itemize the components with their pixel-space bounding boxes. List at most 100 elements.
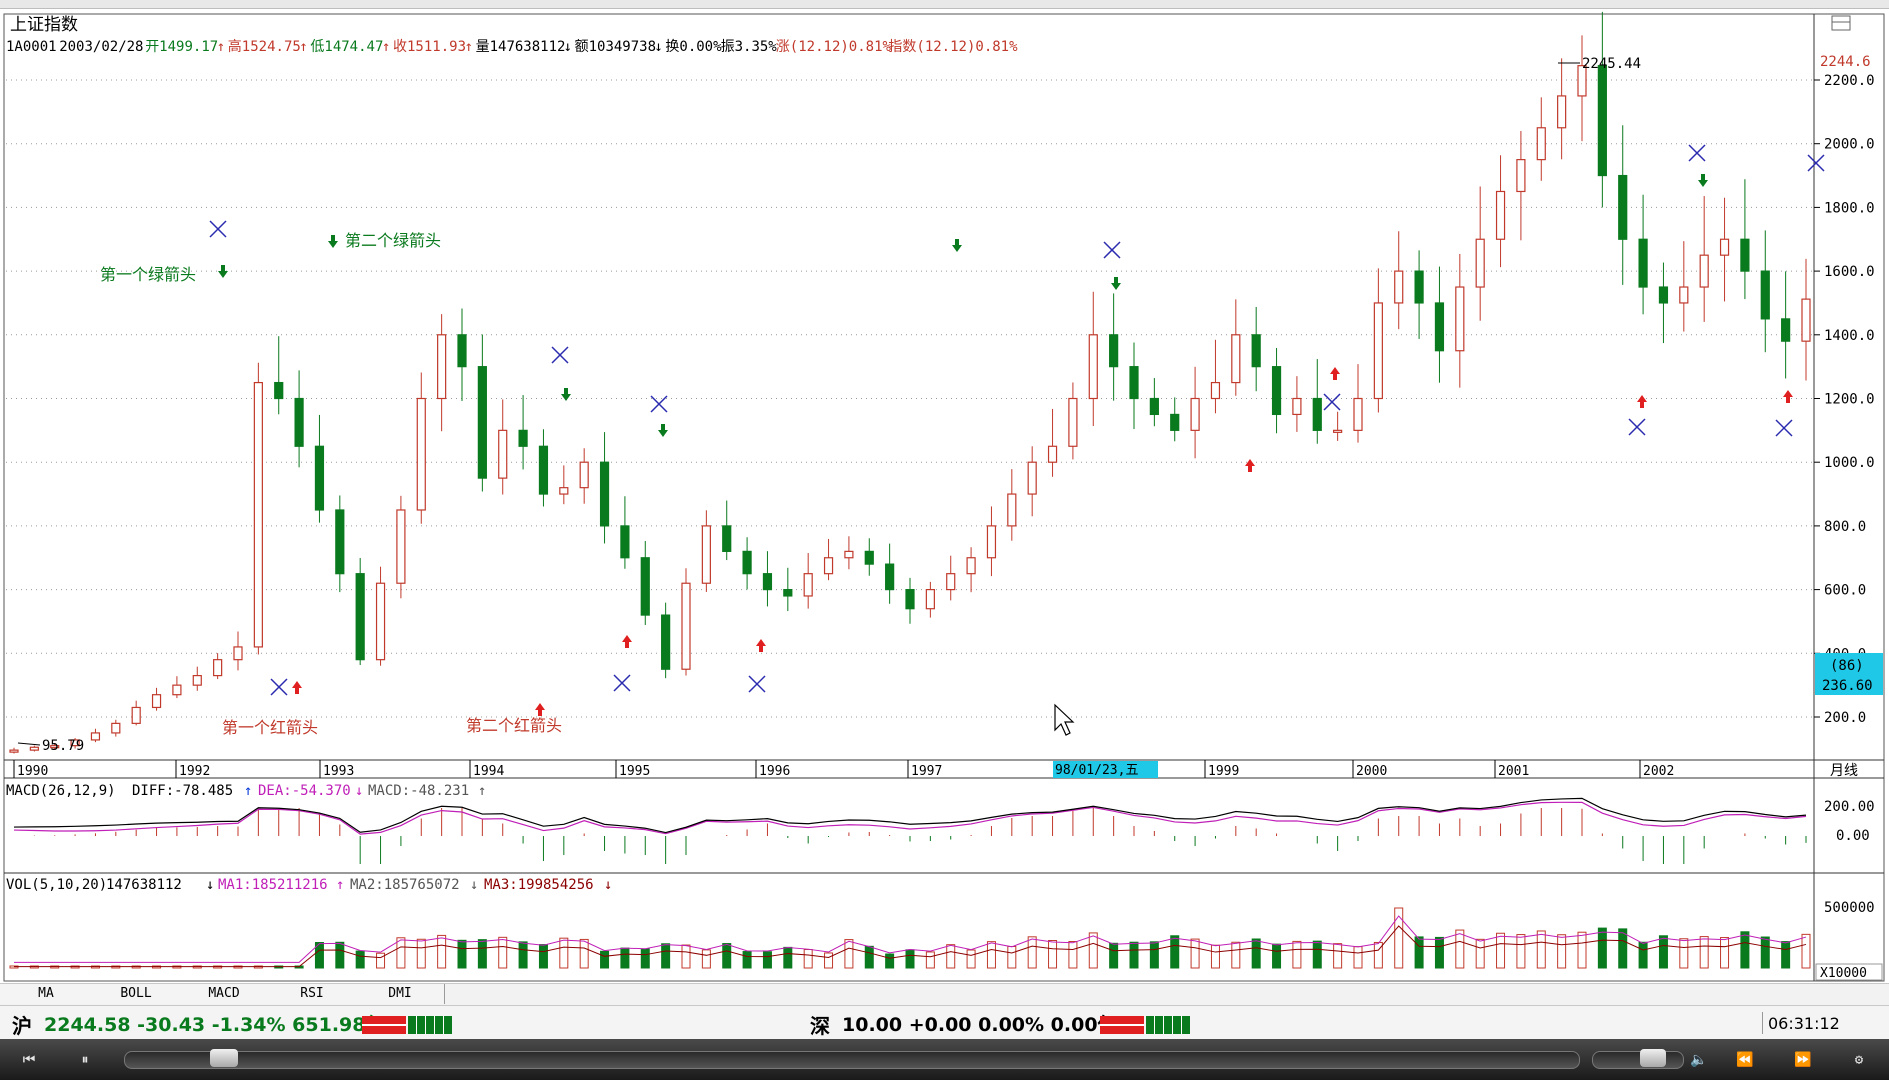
kline-chart[interactable]: 上证指数 1A0001 2003/02/28 开1499.17↑ 高1524.75↑ 低… bbox=[0, 8, 1889, 983]
market-status-bar: 沪 2244.58 -30.43 -1.34% 651.98亿 深 10.00 … bbox=[0, 1005, 1889, 1040]
vol-bar-75 bbox=[1536, 930, 1546, 969]
macd-plot bbox=[13, 797, 1807, 864]
info-item-16: 涨(12.12)0.81% bbox=[776, 39, 892, 55]
candle-body-79 bbox=[1618, 174, 1628, 240]
seek-track[interactable] bbox=[124, 1051, 1580, 1069]
cursor-price-badge bbox=[1815, 653, 1883, 695]
vol-bar-66 bbox=[1353, 946, 1363, 969]
candle-body-70 bbox=[1434, 302, 1445, 352]
vol-bar-71 bbox=[1455, 929, 1465, 969]
candle-body-69 bbox=[1414, 270, 1424, 304]
vol-bar-19 bbox=[396, 937, 406, 969]
rewind-icon[interactable]: ⏪ bbox=[1736, 1052, 1754, 1068]
candle-body-58 bbox=[1190, 397, 1200, 431]
cursor-date-badge bbox=[1053, 761, 1158, 778]
info-item-0: 1A0001 bbox=[6, 39, 57, 55]
tab-boll[interactable]: BOLL bbox=[92, 984, 181, 1004]
tab-macd[interactable]: MACD bbox=[180, 984, 269, 1004]
candle-body-49 bbox=[1007, 493, 1017, 527]
vol-bar-82 bbox=[1679, 938, 1689, 969]
cross-marker-b-1 bbox=[270, 678, 288, 696]
period-label: 月线 bbox=[1830, 763, 1858, 779]
red-arrow-4 bbox=[1245, 459, 1255, 472]
candle-body-71 bbox=[1455, 286, 1465, 352]
candle-body-53 bbox=[1088, 334, 1098, 400]
candle-body-31 bbox=[640, 557, 650, 616]
candle-body-73 bbox=[1495, 190, 1506, 240]
vol-bar-81 bbox=[1658, 935, 1668, 969]
vol-bar-33 bbox=[681, 944, 691, 969]
vol-bar-21 bbox=[437, 934, 447, 969]
candle-body-78 bbox=[1597, 65, 1607, 177]
vol-bar-80 bbox=[1638, 941, 1648, 969]
year-label-9: 2001 bbox=[1498, 764, 1529, 779]
sz-values: 10.00 +0.00 0.00% 0.00亿 bbox=[842, 1014, 1117, 1036]
macd-diff-line bbox=[13, 797, 1807, 834]
vol-bar-25 bbox=[518, 941, 528, 969]
annotation-red-arrow-1: 第一个红箭头 bbox=[222, 718, 318, 737]
tab-ma[interactable]: MA bbox=[0, 984, 93, 1004]
candle-body-1 bbox=[29, 746, 39, 751]
candle-body-77 bbox=[1577, 65, 1587, 97]
candle-body-40 bbox=[823, 557, 834, 575]
price-tick-label-7: 800.0 bbox=[1824, 519, 1866, 535]
candle-body-14 bbox=[294, 397, 304, 447]
vol-bar-74 bbox=[1516, 934, 1526, 969]
vol-unit-box bbox=[1815, 963, 1883, 981]
vol-bar-45 bbox=[925, 951, 935, 969]
candle-body-32 bbox=[661, 614, 671, 670]
mouse-pointer-icon bbox=[1054, 703, 1075, 736]
candle-body-67 bbox=[1373, 302, 1383, 400]
skip-back-icon[interactable]: ⏮ bbox=[22, 1052, 36, 1068]
candle-body-7 bbox=[151, 694, 162, 709]
vol-bar-38 bbox=[783, 946, 793, 969]
index-title: 上证指数 bbox=[10, 15, 78, 35]
chart-frame[interactable]: 上证指数 1A0001 2003/02/28 开1499.17 ↑ 高1524.75 ↑ 低… bbox=[0, 8, 1889, 1015]
vol-bar-68 bbox=[1394, 907, 1404, 969]
time-axis: 1990 1992 1993 1994 1995 1996 1997 1999 2000 2001… bbox=[13, 760, 1674, 779]
info-item-13: ↓ bbox=[654, 39, 662, 55]
candle-body-2 bbox=[50, 745, 60, 749]
vol-bar-86 bbox=[1760, 936, 1770, 969]
volume-track[interactable] bbox=[1592, 1051, 1684, 1069]
candle-body-8 bbox=[172, 684, 182, 696]
panel-toggle-icon[interactable] bbox=[1831, 15, 1851, 31]
candle-body-59 bbox=[1210, 381, 1221, 400]
vol-bar-32 bbox=[661, 943, 671, 969]
green-arrow-3 bbox=[658, 424, 668, 437]
vol-bar-56 bbox=[1149, 941, 1159, 969]
fast-forward-icon[interactable]: ⏩ bbox=[1794, 1052, 1812, 1068]
vol-bar-77 bbox=[1577, 931, 1587, 969]
cross-marker-b-5 bbox=[748, 675, 766, 693]
candle-body-44 bbox=[905, 588, 915, 610]
vol-bar-47 bbox=[966, 949, 976, 969]
vol-bar-76 bbox=[1557, 934, 1567, 969]
speaker-icon[interactable]: 🔈 bbox=[1690, 1052, 1708, 1068]
vol-bar-78 bbox=[1597, 927, 1607, 969]
price-tick-label-6: 1000.0 bbox=[1824, 455, 1875, 471]
red-arrow-0 bbox=[292, 681, 302, 694]
ohlc-info-line: 1A0001 2003/02/28 开1499.17↑ 高1524.75↑ 低1474.… bbox=[6, 38, 1018, 55]
volume-handle[interactable] bbox=[1640, 1049, 1666, 1067]
info-item-3: ↑ bbox=[217, 39, 225, 55]
candle-body-43 bbox=[885, 563, 895, 591]
candle-body-0 bbox=[9, 749, 19, 753]
candle-body-60 bbox=[1231, 334, 1241, 384]
vol-ma2-arrow: ↓ bbox=[470, 877, 478, 893]
pause-icon[interactable]: ⏸ bbox=[81, 1052, 89, 1068]
year-label-8: 2000 bbox=[1356, 764, 1387, 779]
annotation-green-arrow-1: 第一个绿箭头 bbox=[100, 265, 196, 284]
cross-marker-b-4 bbox=[650, 395, 668, 413]
vol-bar-61 bbox=[1251, 938, 1261, 969]
candle-body-16 bbox=[335, 509, 345, 575]
tab-rsi[interactable]: RSI bbox=[268, 984, 357, 1004]
seek-handle[interactable] bbox=[210, 1049, 238, 1067]
candle-body-64 bbox=[1312, 397, 1322, 431]
vol-bar-28 bbox=[579, 938, 589, 969]
price-top-value: 2244.6 bbox=[1820, 54, 1871, 70]
peak-label: 2245.44 bbox=[1582, 56, 1641, 72]
settings-icon[interactable]: ⚙ bbox=[1854, 1052, 1864, 1068]
candle-body-84 bbox=[1719, 238, 1730, 256]
tab-dmi[interactable]: DMI bbox=[356, 984, 445, 1004]
clock: 06:31:12 bbox=[1768, 1014, 1840, 1033]
